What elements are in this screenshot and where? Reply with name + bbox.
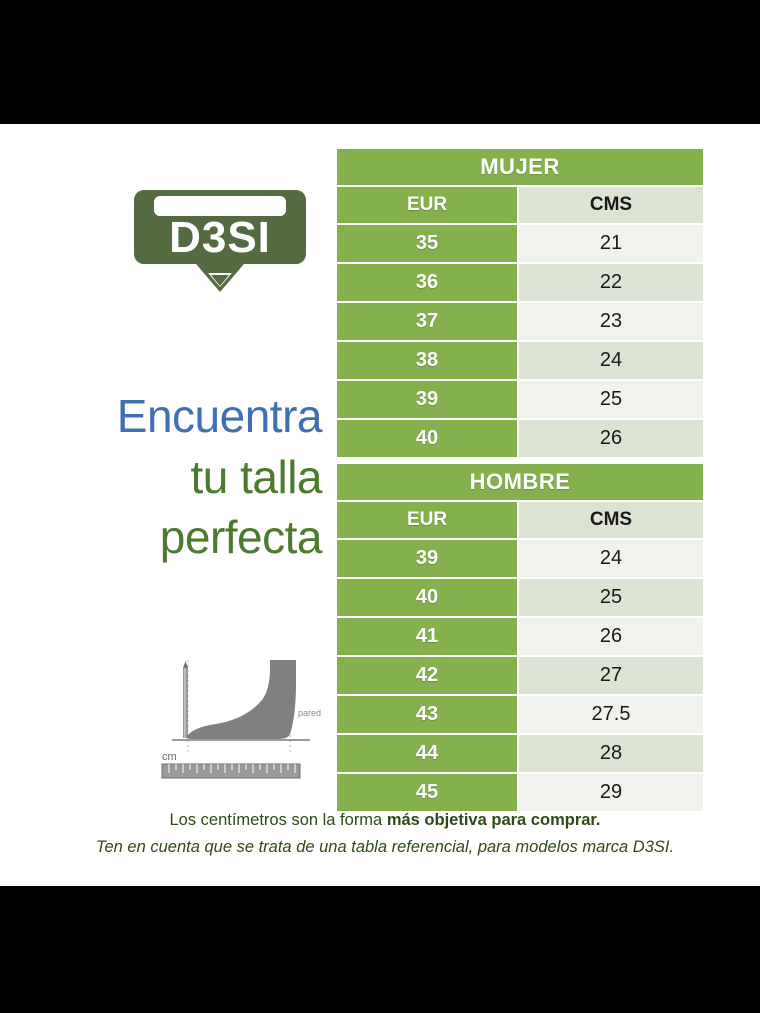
cell-cms: 25: [519, 381, 703, 418]
cell-cms: 22: [519, 264, 703, 301]
cell-eur: 43: [337, 696, 517, 733]
cell-eur: 39: [337, 540, 517, 577]
size-table-hombre: HOMBRE EUR CMS 39 24 40 25 41 26 42 27: [337, 464, 703, 811]
left-column: D3SI Encuentra tu talla perfecta: [0, 124, 337, 886]
cell-eur: 38: [337, 342, 517, 379]
footer-line-1-plain: Los centímetros son la forma: [169, 811, 387, 829]
logo-wordmark: D3SI: [169, 213, 271, 262]
table-row: 44 28: [337, 735, 703, 772]
headline-line-2: tu talla: [190, 450, 322, 503]
letterbox-bar-top: [0, 0, 760, 124]
cell-eur: 36: [337, 264, 517, 301]
table-title-hombre: HOMBRE: [337, 464, 703, 500]
table-row: 42 27: [337, 657, 703, 694]
table-row: 40 26: [337, 420, 703, 457]
headline-line-1: Encuentra: [116, 390, 323, 442]
footer-line-2: Ten en cuenta que se trata de una tabla …: [95, 837, 675, 856]
cell-eur: 35: [337, 225, 517, 262]
cell-eur: 40: [337, 420, 517, 457]
size-table-mujer: MUJER EUR CMS 35 21 36 22 37 23 38 24: [337, 149, 703, 457]
table-header-row: EUR CMS: [337, 187, 703, 223]
footer-note: Los centímetros son la forma más objetiv…: [40, 808, 730, 860]
size-chart-canvas: D3SI Encuentra tu talla perfecta: [0, 124, 760, 886]
column-header-eur: EUR: [337, 187, 517, 223]
cell-eur: 42: [337, 657, 517, 694]
cell-cms: 29: [519, 774, 703, 811]
cell-cms: 27: [519, 657, 703, 694]
table-row: 43 27.5: [337, 696, 703, 733]
letterbox-bar-bottom: [0, 886, 760, 1013]
cell-cms: 26: [519, 420, 703, 457]
pencil-icon: [183, 661, 188, 738]
column-header-cms: CMS: [519, 502, 703, 538]
cell-cms: 27.5: [519, 696, 703, 733]
footer-line-1: Los centímetros son la forma más objetiv…: [40, 808, 730, 833]
table-row: 41 26: [337, 618, 703, 655]
d3si-logo: D3SI: [130, 176, 310, 296]
cell-cms: 23: [519, 303, 703, 340]
cell-eur: 45: [337, 774, 517, 811]
cell-cms: 21: [519, 225, 703, 262]
column-header-eur: EUR: [337, 502, 517, 538]
cell-eur: 37: [337, 303, 517, 340]
headline: Encuentra tu talla perfecta: [0, 386, 323, 568]
table-row: 37 23: [337, 303, 703, 340]
cell-eur: 39: [337, 381, 517, 418]
cell-cms: 24: [519, 540, 703, 577]
cell-cms: 25: [519, 579, 703, 616]
cell-cms: 26: [519, 618, 703, 655]
size-tables: MUJER EUR CMS 35 21 36 22 37 23 38 24: [337, 149, 703, 813]
table-row: 45 29: [337, 774, 703, 811]
wall-label: pared: [298, 708, 321, 718]
table-row: 39 25: [337, 381, 703, 418]
table-row: 38 24: [337, 342, 703, 379]
foot-silhouette: [186, 660, 296, 739]
cell-eur: 41: [337, 618, 517, 655]
cell-eur: 40: [337, 579, 517, 616]
cell-cms: 28: [519, 735, 703, 772]
footer-line-1-bold: más objetiva para comprar.: [386, 811, 601, 829]
table-row: 39 24: [337, 540, 703, 577]
foot-measurement-diagram: pared cm: [150, 642, 330, 787]
table-header-row: EUR CMS: [337, 502, 703, 538]
column-header-cms: CMS: [519, 187, 703, 223]
table-title-mujer: MUJER: [337, 149, 703, 185]
headline-line-3: perfecta: [159, 511, 323, 564]
cell-cms: 24: [519, 342, 703, 379]
table-row: 40 25: [337, 579, 703, 616]
ruler-icon: [161, 763, 301, 779]
table-row: 35 21: [337, 225, 703, 262]
ruler-label: cm: [162, 751, 177, 763]
cell-eur: 44: [337, 735, 517, 772]
table-row: 36 22: [337, 264, 703, 301]
